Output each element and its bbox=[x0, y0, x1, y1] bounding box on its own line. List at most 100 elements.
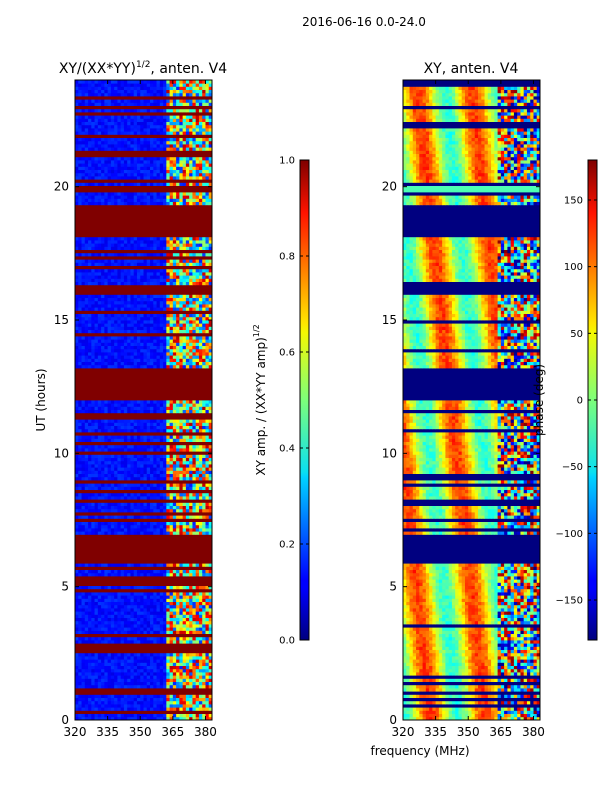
amplitude-cell bbox=[104, 428, 109, 433]
amplitude-cell bbox=[198, 656, 203, 660]
amplitude-cell bbox=[150, 342, 154, 346]
amplitude-cell bbox=[150, 201, 154, 206]
amplitude-cell bbox=[127, 339, 131, 343]
amplitude-cell bbox=[169, 320, 174, 324]
amplitude-cell bbox=[208, 262, 212, 266]
amplitude-cell bbox=[101, 707, 105, 711]
amplitude-cell bbox=[75, 259, 79, 263]
amplitude-cell bbox=[75, 300, 79, 305]
amplitude-cell bbox=[150, 652, 154, 657]
amplitude-cell bbox=[185, 476, 190, 481]
amplitude-cell bbox=[202, 163, 206, 167]
amplitude-cell bbox=[130, 329, 135, 334]
amplitude-cell bbox=[123, 675, 128, 679]
amplitude-cell bbox=[133, 521, 138, 526]
amplitude-cell bbox=[153, 448, 157, 452]
amplitude-cell bbox=[91, 502, 95, 506]
amplitude-cell bbox=[208, 252, 212, 257]
amplitude-cell bbox=[91, 617, 95, 622]
amplitude-cell bbox=[208, 684, 212, 689]
amplitude-cell bbox=[75, 182, 79, 186]
amplitude-cell bbox=[107, 598, 112, 602]
amplitude-cell bbox=[75, 355, 79, 359]
amplitude-row-saturated bbox=[75, 489, 212, 494]
amplitude-cell bbox=[88, 611, 92, 615]
amplitude-cell bbox=[205, 496, 210, 500]
amplitude-cell bbox=[75, 342, 79, 346]
amplitude-cell bbox=[75, 240, 79, 244]
amplitude-cell bbox=[75, 361, 79, 366]
amplitude-cell bbox=[101, 630, 105, 634]
amplitude-cell bbox=[208, 521, 212, 526]
amplitude-cell bbox=[163, 297, 167, 302]
amplitude-cell bbox=[198, 697, 203, 702]
amplitude-cell bbox=[166, 246, 170, 250]
amplitude-cell bbox=[88, 630, 92, 634]
amplitude-cell bbox=[146, 448, 151, 452]
amplitude-cell bbox=[202, 307, 206, 311]
amplitude-cell bbox=[153, 163, 157, 167]
amplitude-cell bbox=[140, 640, 144, 644]
amplitude-cell bbox=[198, 428, 203, 433]
amplitude-cell bbox=[97, 281, 102, 286]
amplitude-cell bbox=[133, 614, 138, 618]
amplitude-cell bbox=[104, 294, 109, 298]
amplitude-cell bbox=[146, 563, 151, 567]
amplitude-cell bbox=[104, 704, 109, 708]
amplitude-cell bbox=[120, 400, 125, 404]
amplitude-cell bbox=[104, 521, 109, 526]
amplitude-cell bbox=[120, 659, 125, 663]
amplitude-cell bbox=[176, 243, 180, 247]
amplitude-cell bbox=[75, 614, 79, 618]
amplitude-cell bbox=[192, 652, 197, 657]
amplitude-row-saturated bbox=[75, 380, 212, 385]
amplitude-cell bbox=[179, 163, 184, 167]
amplitude-cell bbox=[172, 278, 177, 282]
amplitude-cell bbox=[172, 323, 177, 327]
amplitude-cell bbox=[172, 611, 177, 615]
amplitude-cell bbox=[163, 198, 167, 202]
amplitude-cell bbox=[198, 364, 203, 369]
amplitude-cell bbox=[202, 252, 206, 257]
amplitude-cell bbox=[172, 195, 177, 199]
amplitude-cell bbox=[156, 486, 161, 490]
amplitude-cell bbox=[123, 467, 128, 471]
amplitude-cell bbox=[84, 502, 89, 506]
amplitude-cell bbox=[97, 236, 102, 241]
amplitude-cell bbox=[143, 352, 148, 356]
amplitude-cell bbox=[156, 675, 161, 679]
amplitude-cell bbox=[123, 614, 128, 618]
amplitude-cell bbox=[91, 521, 95, 526]
amplitude-cell bbox=[130, 572, 135, 577]
amplitude-cell bbox=[140, 336, 144, 340]
amplitude-cell bbox=[150, 345, 154, 350]
amplitude-cell bbox=[163, 326, 167, 330]
amplitude-cell bbox=[91, 470, 95, 474]
amplitude-cell bbox=[130, 444, 135, 449]
amplitude-cell bbox=[104, 483, 109, 487]
amplitude-cell bbox=[75, 262, 79, 266]
amplitude-cell bbox=[120, 608, 125, 612]
amplitude-cell bbox=[156, 140, 161, 145]
amplitude-cell bbox=[195, 422, 200, 426]
amplitude-cell bbox=[202, 604, 206, 609]
amplitude-cell bbox=[107, 492, 112, 497]
amplitude-cell bbox=[88, 636, 92, 641]
amplitude-cell bbox=[78, 624, 82, 628]
amplitude-cell bbox=[143, 252, 148, 257]
amplitude-cell bbox=[88, 598, 92, 602]
amplitude-cell bbox=[182, 198, 187, 202]
amplitude-cell bbox=[208, 198, 212, 202]
amplitude-cell bbox=[150, 329, 154, 334]
amplitude-cell bbox=[205, 601, 210, 606]
amplitude-cell bbox=[166, 320, 170, 324]
amplitude-cell bbox=[97, 528, 102, 532]
amplitude-cell bbox=[104, 448, 109, 452]
amplitude-cell bbox=[198, 345, 203, 350]
amplitude-cell bbox=[172, 176, 177, 180]
amplitude-cell bbox=[205, 163, 210, 167]
amplitude-cell bbox=[97, 598, 102, 602]
amplitude-cell bbox=[114, 636, 118, 641]
amplitude-cell bbox=[104, 352, 109, 356]
amplitude-cell bbox=[163, 675, 167, 679]
